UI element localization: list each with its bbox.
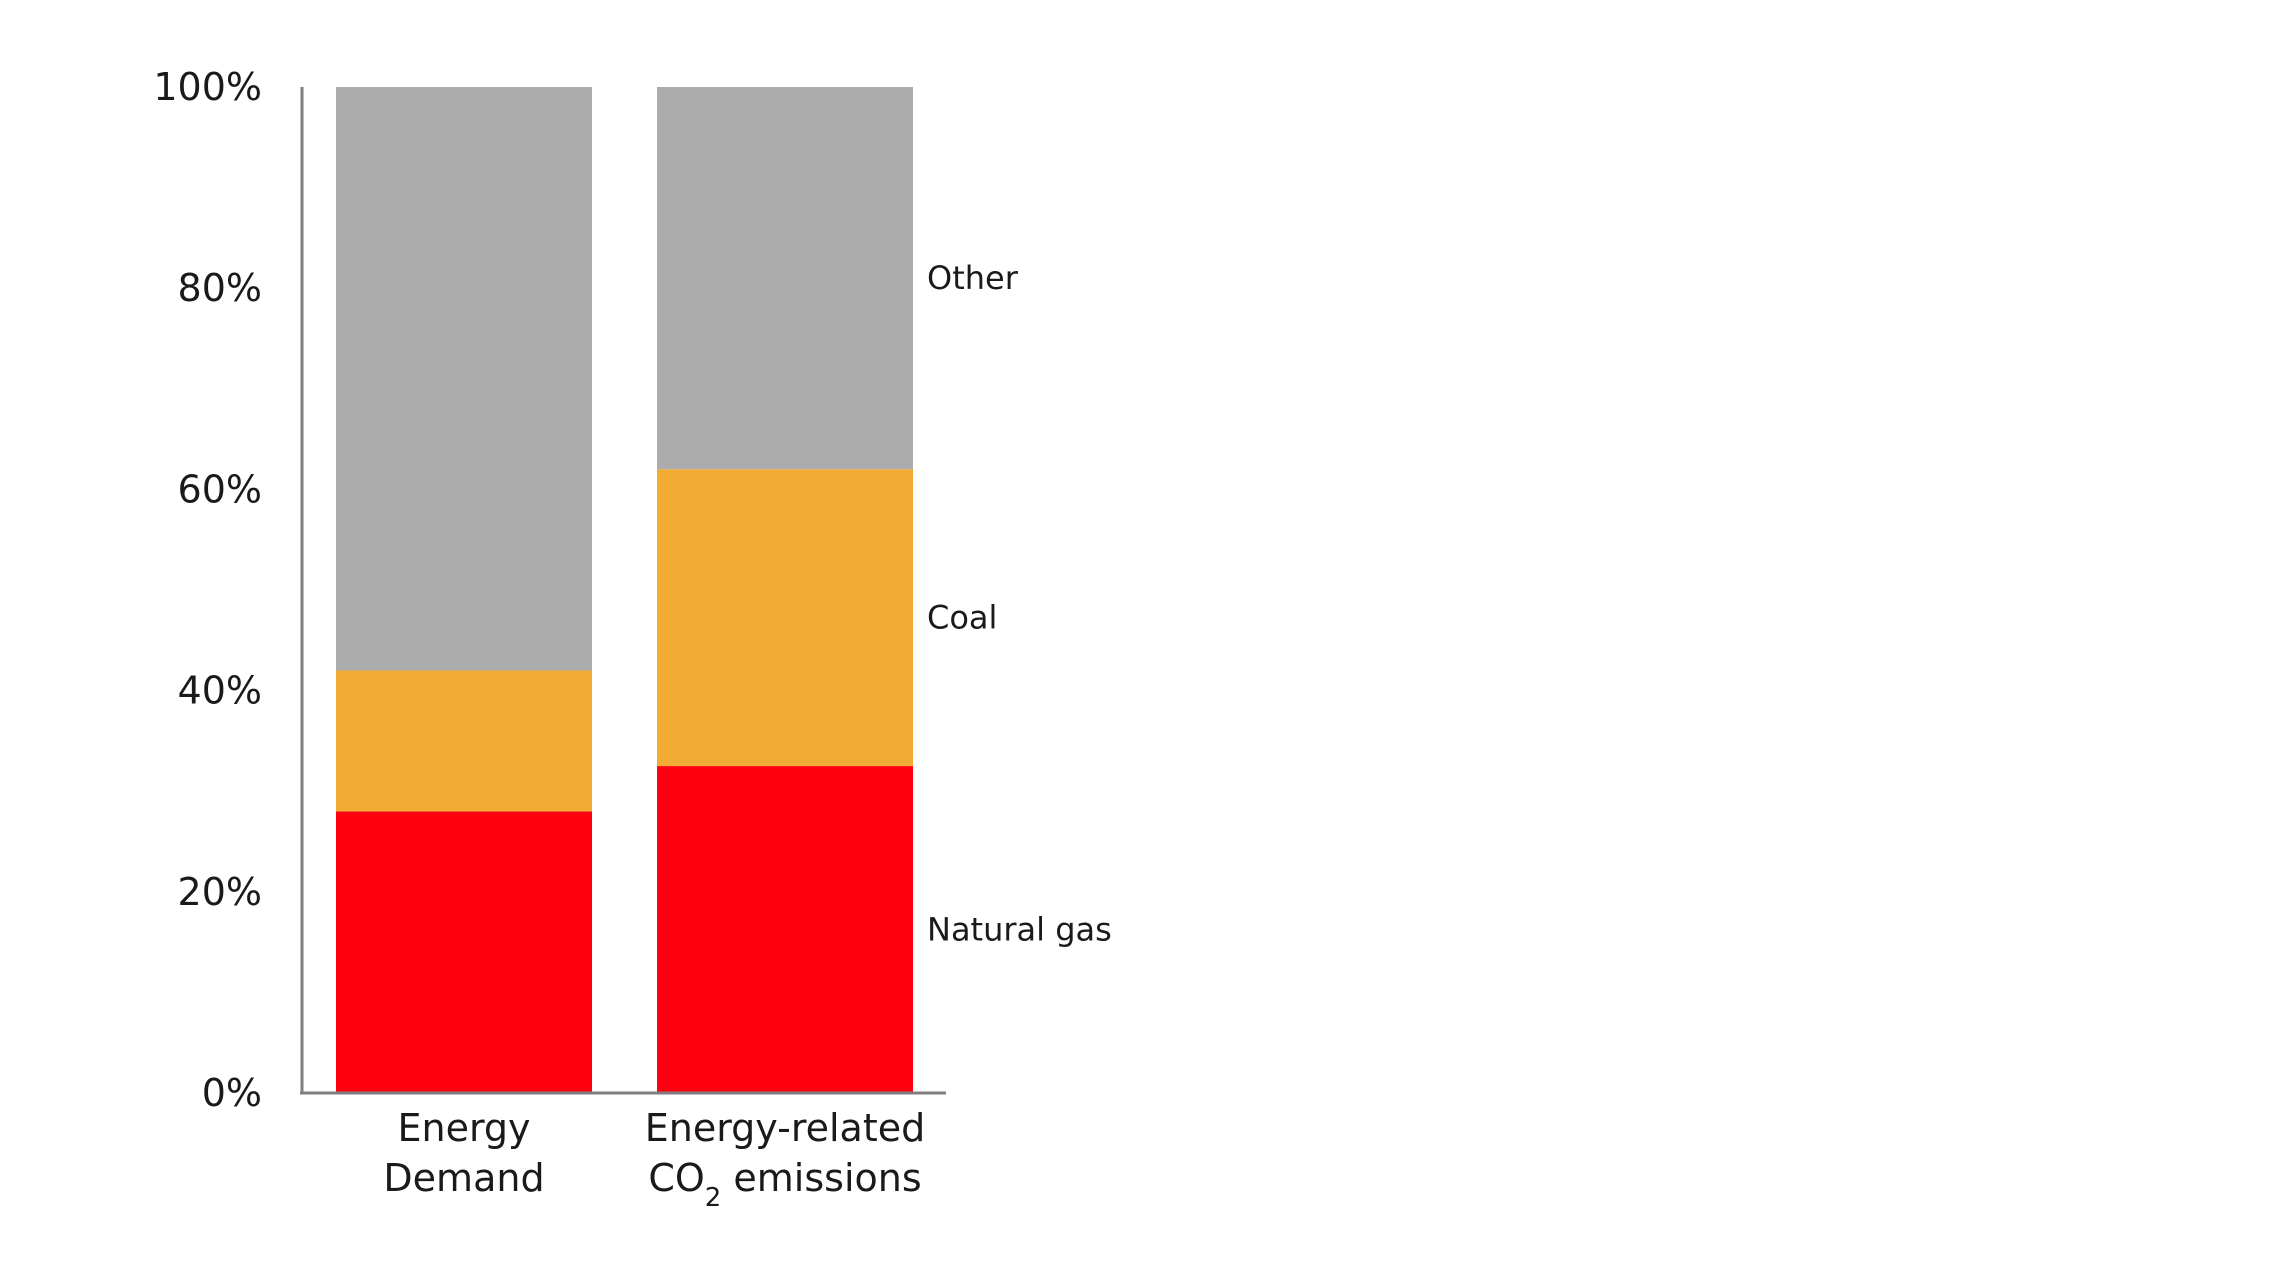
y-tick-label: 40% — [178, 669, 262, 713]
y-tick-label: 60% — [178, 467, 262, 511]
series-label-other: Other — [927, 259, 1019, 297]
y-tick-labels: 0% 20% 40% 60% 80% 100% — [153, 65, 262, 1115]
bar-segment-coal-1 — [336, 670, 592, 812]
bar-group — [336, 87, 913, 1093]
series-label-natural-gas: Natural gas — [927, 911, 1112, 949]
category-label-line: Energy-related — [645, 1106, 926, 1150]
category-label-line: Energy — [397, 1106, 530, 1150]
category-label-line: CO2 emissions — [648, 1156, 921, 1213]
y-tick-label: 0% — [202, 1071, 262, 1115]
y-tick-label: 20% — [178, 870, 262, 914]
bar-segment-natural-gas-1 — [336, 811, 592, 1093]
category-labels: Energy Demand Energy-related CO2 emissions — [383, 1106, 925, 1213]
series-label-coal: Coal — [927, 599, 997, 637]
y-tick-label: 80% — [178, 266, 262, 310]
bar-segment-other-2 — [657, 87, 913, 470]
y-tick-label: 100% — [153, 65, 262, 109]
bar-segment-natural-gas-2 — [657, 766, 913, 1093]
series-labels: Natural gas Coal Other — [927, 259, 1112, 948]
category-label-line: Demand — [383, 1156, 544, 1200]
bar-segment-other-1 — [336, 87, 592, 671]
bar-segment-coal-2 — [657, 469, 913, 767]
